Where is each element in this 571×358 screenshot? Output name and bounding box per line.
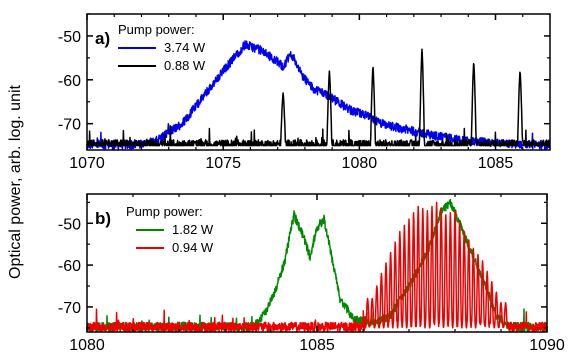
panel-a: 1070 1075 1080 1085 -70 -60 -50 a) Pump power: 3.…: [58, 13, 551, 172]
x-tick-label: 1080: [342, 155, 378, 172]
y-tick-label: -70: [58, 300, 81, 317]
legend-entry: 3.74 W: [164, 40, 206, 55]
x-tick-label: 1090: [529, 337, 565, 354]
x-tick-label: 1080: [69, 337, 105, 354]
series-line-b-1: [87, 201, 547, 332]
panel-b: 1080 1085 1090 -70 -60 -50 b) Pump power: 1.82 W…: [58, 193, 565, 354]
x-tick-label: 1070: [69, 155, 105, 172]
legend-title: Pump power:: [126, 204, 203, 219]
legend-entry: 0.94 W: [172, 240, 214, 255]
legend-title: Pump power:: [118, 22, 195, 37]
panel-label: a): [95, 29, 110, 48]
x-tick-label: 1085: [299, 337, 335, 354]
plot-frame: [86, 13, 551, 151]
y-tick-label: -50: [58, 216, 81, 233]
x-tick-label: 1075: [205, 155, 241, 172]
legend-entry: 0.88 W: [164, 58, 206, 73]
series-line-a-0: [87, 40, 550, 150]
panel-label: b): [95, 209, 111, 228]
y-tick-label: -50: [58, 29, 81, 46]
legend-entry: 1.82 W: [172, 222, 214, 237]
y-axis-label: Optical power, arb. log. unit: [7, 85, 24, 279]
y-tick-label: -60: [58, 73, 81, 90]
y-tick-label: -70: [58, 117, 81, 134]
y-tick-label: -60: [58, 258, 81, 275]
series-line-a-1: [87, 48, 550, 147]
x-tick-label: 1085: [478, 155, 514, 172]
